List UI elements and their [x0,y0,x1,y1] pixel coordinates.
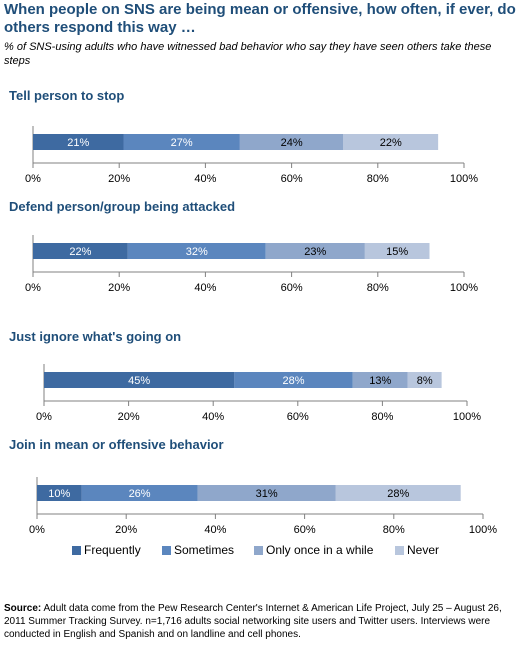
bar-segment-frequently [33,134,124,150]
bar-segment-only-once-in-a-while [265,243,365,259]
x-tick-label: 0% [29,524,45,536]
x-tick-label: 80% [367,173,389,185]
bar-segment-sometimes [123,134,240,150]
data-label-frequently: 21% [67,137,89,149]
x-tick-label: 20% [108,282,130,294]
bar-segment-sometimes [234,372,353,388]
x-tick-label: 40% [204,524,226,536]
bar-segment-never [407,372,442,388]
legend-swatch-never [395,545,404,555]
x-tick-label: 100% [469,524,497,536]
data-label-only-once-in-a-while: 23% [304,246,326,258]
panel-title-join-in: Join in mean or offensive behavior [9,437,224,452]
data-label-never: 28% [387,488,409,500]
data-label-sometimes: 32% [186,246,208,258]
x-tick-label: 100% [450,173,478,185]
panel-title-tell-person-to-stop: Tell person to stop [9,88,125,103]
x-tick-label: 0% [36,411,52,423]
source-note: Source: Adult data come from the Pew Res… [4,602,522,641]
data-label-only-once-in-a-while: 31% [256,488,278,500]
legend: Frequently Sometimes Only once in a whil… [0,543,524,559]
data-label-never: 8% [417,375,433,387]
data-label-never: 22% [380,137,402,149]
data-label-only-once-in-a-while: 13% [369,375,391,387]
bar-segment-never [343,134,439,150]
data-label-sometimes: 26% [129,488,151,500]
data-label-never: 15% [386,246,408,258]
data-label-only-once-in-a-while: 24% [281,137,303,149]
chart-title: When people on SNS are being mean or off… [4,1,516,36]
panel-title-just-ignore: Just ignore what's going on [9,329,182,344]
x-tick-label: 60% [294,524,316,536]
bar-segment-frequently [37,485,82,501]
x-tick-label: 0% [25,173,41,185]
x-tick-label: 20% [115,524,137,536]
x-tick-label: 40% [194,173,216,185]
data-label-frequently: 10% [48,488,70,500]
x-tick-label: 0% [25,282,41,294]
bar-segment-sometimes [81,485,198,501]
x-tick-label: 20% [118,411,140,423]
legend-label-never: Never [407,543,440,557]
legend-label-frequently: Frequently [84,543,141,557]
legend-swatch-sometimes [162,545,171,555]
x-tick-label: 40% [202,411,224,423]
x-tick-label: 60% [281,173,303,185]
x-tick-label: 40% [194,282,216,294]
bar-segment-only-once-in-a-while [239,134,344,150]
chart-subtitle: % of SNS-using adults who have witnessed… [4,41,492,67]
bar-segment-never [335,485,461,501]
legend-swatch-frequently [72,545,81,555]
legend-item-sometimes: Sometimes [162,543,234,557]
x-tick-label: 80% [367,282,389,294]
x-tick-label: 20% [108,173,130,185]
chart-defend-person: 22% 32% 23% 15% 0% 20% 40% 60% 80% 100% [25,235,478,294]
x-tick-label: 60% [287,411,309,423]
x-tick-label: 60% [281,282,303,294]
x-tick-label: 100% [453,411,481,423]
legend-item-never: Never [395,543,439,557]
chart-just-ignore: 45% 28% 13% 8% 0% 20% 40% 60% 80% 100% [36,364,481,423]
data-label-frequently: 22% [69,246,91,258]
legend-label-sometimes: Sometimes [174,543,235,557]
x-tick-label: 80% [383,524,405,536]
chart-join-in: 10% 26% 31% 28% 0% 20% 40% 60% 80% 100% [29,477,497,536]
chart-tell-person-to-stop: 21% 27% 24% 22% 0% 20% 40% 60% 80% 100% [25,126,478,185]
data-label-sometimes: 27% [171,137,193,149]
bar-segment-frequently [33,243,128,259]
legend-item-frequently: Frequently [72,543,141,557]
data-label-frequently: 45% [128,375,150,387]
bar-segment-sometimes [127,243,266,259]
bar-segment-only-once-in-a-while [197,485,336,501]
legend-label-only-once: Only once in a while [266,543,374,557]
source-text: Adult data come from the Pew Research Ce… [4,603,502,640]
x-tick-label: 100% [450,282,478,294]
bar-segment-only-once-in-a-while [352,372,408,388]
source-label: Source: [4,603,42,614]
bar-segment-never [364,243,430,259]
x-tick-label: 80% [371,411,393,423]
legend-swatch-only-once [254,545,263,555]
bar-segment-frequently [44,372,235,388]
data-label-sometimes: 28% [283,375,305,387]
panel-title-defend-person: Defend person/group being attacked [9,199,236,214]
legend-item-only-once: Only once in a while [254,543,373,557]
